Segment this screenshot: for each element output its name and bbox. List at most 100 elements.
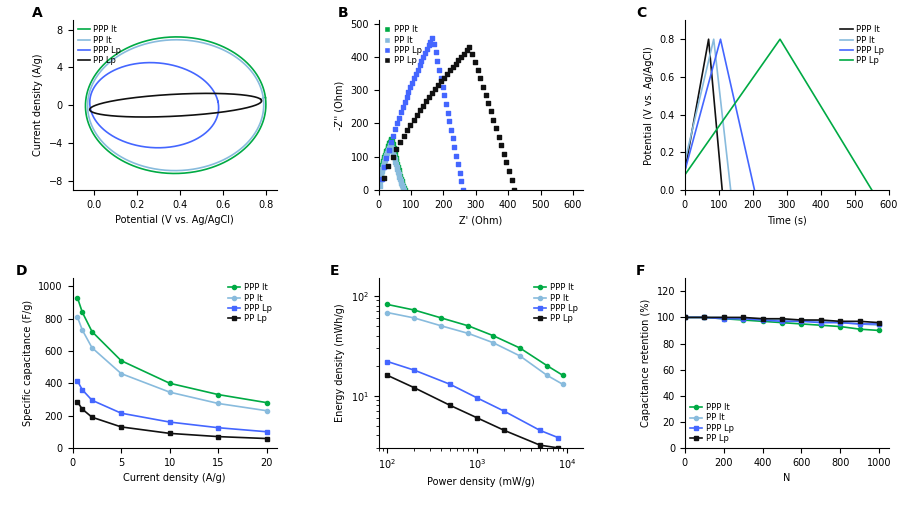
Point	[386, 150, 401, 158]
Point	[478, 91, 493, 99]
X-axis label: Power density (mW/g): Power density (mW/g)	[427, 477, 534, 487]
Point	[374, 169, 388, 178]
Point	[372, 181, 386, 189]
Point	[378, 149, 393, 157]
Point	[481, 99, 495, 107]
Point	[392, 173, 406, 181]
Point	[418, 49, 433, 58]
Point	[448, 60, 463, 68]
Point	[463, 43, 477, 51]
Point	[399, 93, 414, 101]
X-axis label: N: N	[783, 473, 791, 483]
Point	[384, 138, 398, 147]
Text: B: B	[337, 6, 348, 20]
X-axis label: Z' (Ohm): Z' (Ohm)	[459, 215, 502, 225]
Point	[389, 160, 404, 168]
Point	[382, 144, 396, 152]
Point	[483, 107, 498, 116]
Point	[441, 108, 455, 117]
Point	[373, 182, 387, 190]
Point	[471, 66, 485, 74]
Point	[381, 143, 395, 151]
Point	[382, 143, 396, 151]
Point	[394, 177, 408, 185]
Point	[377, 153, 392, 161]
Point	[393, 172, 407, 180]
Point	[387, 147, 402, 155]
Point	[387, 125, 402, 133]
Point	[410, 111, 424, 119]
Point	[382, 139, 396, 148]
Point	[385, 131, 400, 139]
Point	[376, 163, 391, 171]
Y-axis label: Current density (A/g): Current density (A/g)	[33, 54, 43, 156]
Point	[385, 153, 400, 161]
Point	[373, 176, 387, 184]
Point	[425, 89, 440, 97]
Point	[451, 56, 465, 64]
Point	[375, 162, 390, 171]
Point	[395, 182, 410, 190]
Point	[396, 186, 411, 194]
Point	[391, 166, 405, 174]
Point	[391, 170, 405, 178]
Point	[486, 116, 501, 124]
Point	[435, 82, 450, 91]
Point	[395, 103, 410, 111]
Point	[375, 167, 389, 175]
Point	[504, 176, 519, 184]
Point	[378, 154, 393, 162]
Point	[460, 46, 474, 54]
Point	[428, 85, 443, 93]
Point	[397, 98, 412, 106]
Point	[400, 126, 414, 134]
Point	[380, 144, 395, 152]
Point	[385, 137, 399, 145]
Point	[385, 135, 399, 143]
Point	[376, 157, 391, 165]
Point	[373, 172, 387, 180]
X-axis label: Current density (A/g): Current density (A/g)	[123, 473, 226, 483]
Point	[391, 163, 405, 171]
Point	[388, 154, 403, 162]
Point	[387, 151, 402, 159]
Point	[431, 81, 445, 89]
Point	[434, 77, 448, 86]
Point	[414, 57, 429, 65]
Point	[475, 82, 490, 91]
Point	[396, 185, 411, 193]
Point	[413, 61, 427, 69]
Point	[449, 152, 463, 160]
Point	[396, 132, 411, 140]
Point	[437, 91, 452, 99]
Point	[381, 146, 395, 154]
Point	[383, 142, 397, 150]
Point	[409, 70, 424, 78]
Point	[416, 101, 431, 109]
Point	[419, 45, 434, 53]
Point	[378, 152, 393, 160]
Point	[392, 114, 406, 122]
Point	[394, 175, 408, 183]
Point	[421, 41, 435, 49]
Point	[419, 97, 434, 105]
Point	[451, 160, 465, 168]
Point	[375, 163, 389, 172]
Y-axis label: Energy density (mWh/g): Energy density (mWh/g)	[336, 304, 346, 422]
Text: F: F	[636, 264, 645, 278]
Point	[423, 38, 437, 46]
Point	[434, 74, 448, 82]
Legend: PPP It, PP It, PPP Lp, PP Lp: PPP It, PP It, PPP Lp, PP Lp	[77, 24, 122, 66]
Point	[381, 146, 395, 154]
Y-axis label: -Z'' (Ohm): -Z'' (Ohm)	[335, 80, 345, 130]
Point	[507, 186, 522, 194]
Point	[465, 50, 480, 58]
Point	[494, 141, 509, 149]
Point	[379, 154, 394, 162]
Point	[442, 117, 456, 125]
Legend: PPP It, PP It, PPP Lp, PP Lp: PPP It, PP It, PPP Lp, PP Lp	[839, 24, 884, 66]
Point	[373, 177, 387, 185]
Point	[378, 151, 393, 159]
Point	[416, 53, 431, 61]
Point	[390, 119, 405, 127]
